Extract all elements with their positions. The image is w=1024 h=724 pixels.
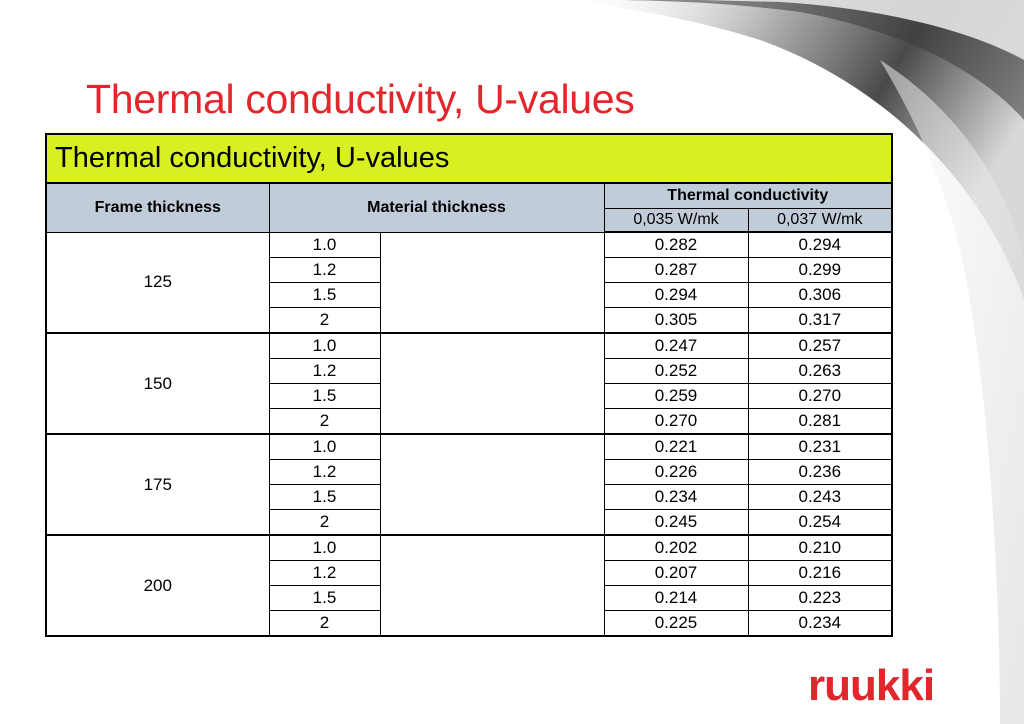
header-conductivity-037: 0,037 W/mk bbox=[747, 208, 893, 233]
table-banner: Thermal conductivity, U-values bbox=[45, 133, 893, 184]
material-thickness-cell: 1.5 bbox=[268, 484, 381, 510]
ruukki-logo: ruukki bbox=[808, 661, 935, 710]
material-thickness-cell: 1.5 bbox=[268, 282, 381, 308]
u-value-037-cell: 0.216 bbox=[747, 560, 893, 586]
frame-thickness-cell: 175 bbox=[45, 433, 270, 536]
blank-cell bbox=[379, 534, 605, 637]
blank-cell bbox=[379, 332, 605, 435]
material-thickness-cell: 2 bbox=[268, 610, 381, 637]
u-value-037-cell: 0.263 bbox=[747, 358, 893, 384]
material-thickness-cell: 2 bbox=[268, 509, 381, 536]
u-value-037-cell: 0.257 bbox=[747, 332, 893, 359]
blank-cell bbox=[379, 433, 605, 536]
material-thickness-cell: 1.5 bbox=[268, 585, 381, 611]
u-value-037-cell: 0.270 bbox=[747, 383, 893, 409]
u-value-037-cell: 0.306 bbox=[747, 282, 893, 308]
blank-cell bbox=[379, 231, 605, 334]
u-value-035-cell: 0.221 bbox=[603, 433, 749, 460]
u-value-037-cell: 0.299 bbox=[747, 257, 893, 283]
header-frame-thickness: Frame thickness bbox=[45, 182, 270, 233]
frame-thickness-cell: 200 bbox=[45, 534, 270, 637]
u-value-035-cell: 0.282 bbox=[603, 231, 749, 258]
u-value-035-cell: 0.305 bbox=[603, 307, 749, 334]
material-thickness-cell: 1.2 bbox=[268, 459, 381, 485]
u-value-035-cell: 0.202 bbox=[603, 534, 749, 561]
u-values-table: Thermal conductivity, U-values Frame thi… bbox=[45, 133, 894, 637]
u-value-035-cell: 0.226 bbox=[603, 459, 749, 485]
u-value-035-cell: 0.287 bbox=[603, 257, 749, 283]
frame-thickness-cell: 125 bbox=[45, 231, 270, 334]
material-thickness-cell: 1.0 bbox=[268, 231, 381, 258]
material-thickness-cell: 2 bbox=[268, 307, 381, 334]
u-value-035-cell: 0.252 bbox=[603, 358, 749, 384]
u-value-037-cell: 0.234 bbox=[747, 610, 893, 637]
header-conductivity-035: 0,035 W/mk bbox=[603, 208, 749, 233]
u-value-035-cell: 0.214 bbox=[603, 585, 749, 611]
material-thickness-cell: 1.0 bbox=[268, 534, 381, 561]
u-value-037-cell: 0.236 bbox=[747, 459, 893, 485]
u-value-035-cell: 0.294 bbox=[603, 282, 749, 308]
material-thickness-cell: 1.2 bbox=[268, 358, 381, 384]
material-thickness-cell: 1.0 bbox=[268, 332, 381, 359]
material-thickness-cell: 1.0 bbox=[268, 433, 381, 460]
u-value-035-cell: 0.259 bbox=[603, 383, 749, 409]
header-material-thickness: Material thickness bbox=[268, 182, 605, 233]
u-value-037-cell: 0.223 bbox=[747, 585, 893, 611]
u-value-037-cell: 0.231 bbox=[747, 433, 893, 460]
u-value-037-cell: 0.317 bbox=[747, 307, 893, 334]
frame-thickness-cell: 150 bbox=[45, 332, 270, 435]
u-value-037-cell: 0.243 bbox=[747, 484, 893, 510]
u-value-035-cell: 0.270 bbox=[603, 408, 749, 435]
material-thickness-cell: 2 bbox=[268, 408, 381, 435]
u-value-037-cell: 0.281 bbox=[747, 408, 893, 435]
header-thermal-conductivity: Thermal conductivity bbox=[603, 182, 893, 209]
u-value-035-cell: 0.245 bbox=[603, 509, 749, 536]
u-value-037-cell: 0.210 bbox=[747, 534, 893, 561]
material-thickness-cell: 1.5 bbox=[268, 383, 381, 409]
u-value-037-cell: 0.254 bbox=[747, 509, 893, 536]
u-value-037-cell: 0.294 bbox=[747, 231, 893, 258]
slide-title: Thermal conductivity, U-values bbox=[86, 76, 635, 122]
material-thickness-cell: 1.2 bbox=[268, 257, 381, 283]
material-thickness-cell: 1.2 bbox=[268, 560, 381, 586]
u-value-035-cell: 0.207 bbox=[603, 560, 749, 586]
u-value-035-cell: 0.225 bbox=[603, 610, 749, 637]
u-value-035-cell: 0.247 bbox=[603, 332, 749, 359]
u-value-035-cell: 0.234 bbox=[603, 484, 749, 510]
